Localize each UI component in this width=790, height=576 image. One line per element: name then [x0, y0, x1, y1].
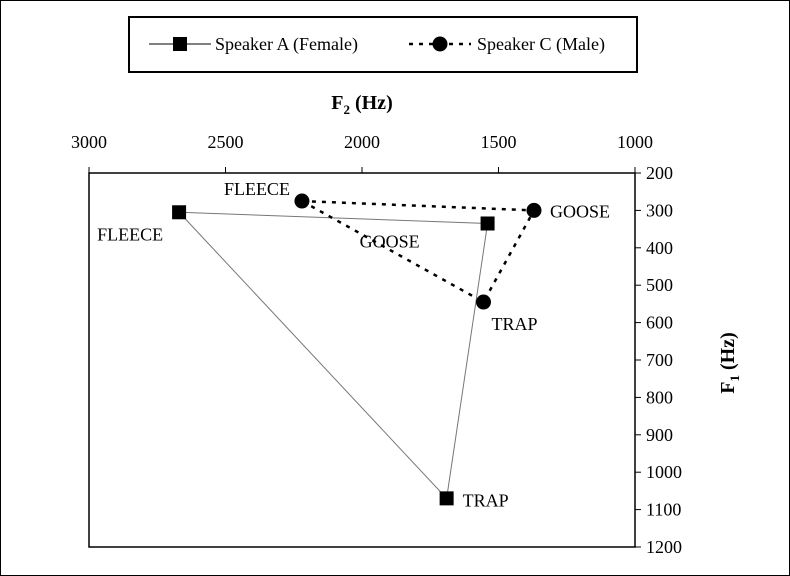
- y-tick-label: 500: [646, 275, 673, 295]
- y-axis-title: F1 (Hz): [717, 332, 742, 393]
- series-speaker-c: FLEECE GOOSE TRAP: [224, 179, 610, 334]
- x-tick-label: 1500: [481, 132, 517, 152]
- x-axis-title-rest: (Hz): [350, 92, 393, 114]
- data-point-circle: [475, 294, 491, 310]
- y-tick-label: 800: [646, 387, 673, 407]
- plot-area: [88, 172, 636, 548]
- y-axis-title-sub: 1: [727, 375, 742, 382]
- data-point-square: [172, 205, 187, 220]
- x-tick-label: 2000: [344, 132, 380, 152]
- y-axis-title-rest: (Hz): [717, 332, 739, 375]
- data-point-circle: [294, 193, 310, 209]
- x-tick-label: 1000: [617, 132, 653, 152]
- y-tick-label: 1200: [646, 537, 682, 557]
- y-axis-title-base: F: [717, 382, 739, 394]
- y-tick-label: 300: [646, 200, 673, 220]
- y-tick-label: 600: [646, 313, 673, 333]
- y-tick-label: 900: [646, 425, 673, 445]
- y-tick-label: 700: [646, 350, 673, 370]
- y-tick-label: 1100: [646, 500, 681, 520]
- data-point-label: TRAP: [463, 490, 509, 510]
- series-layer: FLEECE GOOSE TRAP FLEECE GOOSE TRAP: [97, 179, 610, 510]
- legend-marker-speaker-c: [432, 36, 448, 52]
- legend: Speaker A (Female) Speaker C (Male): [128, 16, 638, 73]
- legend-box: [128, 16, 638, 73]
- data-point-label: GOOSE: [550, 201, 610, 221]
- y-axis-ticks: 200 300 400 500 600 700 800 900 1000 1100 1200: [635, 163, 682, 557]
- y-tick-label: 200: [646, 163, 673, 183]
- data-point-circle: [526, 202, 542, 218]
- series-speaker-a: FLEECE GOOSE TRAP: [97, 205, 509, 510]
- series-line: [301, 199, 537, 304]
- y-tick-label: 1000: [646, 462, 682, 482]
- data-point-square: [439, 491, 454, 506]
- data-point-label: FLEECE: [224, 179, 290, 199]
- y-tick-label: 400: [646, 238, 673, 258]
- legend-label-speaker-a: Speaker A (Female): [215, 34, 358, 55]
- x-tick-label: 2500: [208, 132, 244, 152]
- series-line: [178, 211, 489, 500]
- x-axis-title: F2 (Hz): [331, 92, 392, 117]
- data-point-label: TRAP: [491, 314, 537, 334]
- x-axis-title-base: F: [331, 92, 343, 114]
- data-point-label: GOOSE: [360, 231, 420, 251]
- legend-marker-speaker-a: [173, 37, 187, 51]
- x-axis-title-sub: 2: [343, 102, 350, 117]
- x-axis-ticks: 3000 2500 2000 1500 1000: [71, 132, 653, 173]
- x-tick-label: 3000: [71, 132, 107, 152]
- legend-label-speaker-c: Speaker C (Male): [477, 34, 605, 55]
- data-point-square: [480, 216, 495, 231]
- data-point-label: FLEECE: [97, 224, 163, 244]
